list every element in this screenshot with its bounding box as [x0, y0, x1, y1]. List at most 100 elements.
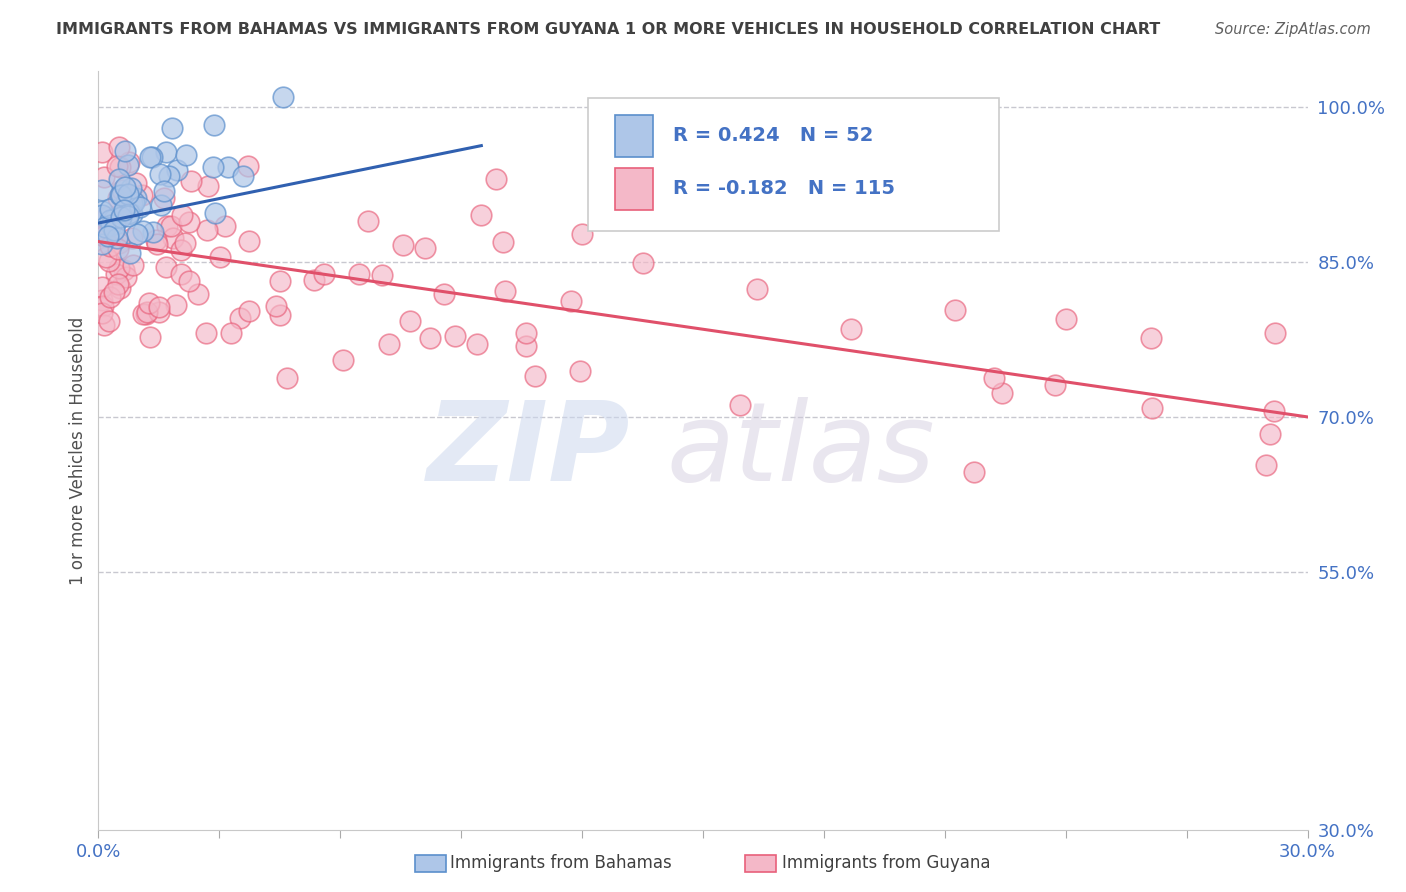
Point	[108, 260, 131, 275]
Point	[157, 169, 180, 184]
Point	[943, 303, 966, 318]
Point	[155, 219, 177, 233]
Point	[217, 160, 239, 174]
Point	[98, 239, 121, 253]
Point	[120, 190, 142, 204]
Point	[465, 337, 488, 351]
Point	[149, 198, 172, 212]
Point	[304, 273, 326, 287]
Point	[155, 145, 177, 159]
Point	[93, 318, 115, 332]
Point	[152, 184, 174, 198]
Point	[132, 224, 155, 238]
Point	[443, 329, 465, 343]
Point	[155, 260, 177, 275]
Point	[378, 337, 401, 351]
Point	[98, 213, 121, 227]
Point	[142, 225, 165, 239]
Point	[103, 223, 125, 237]
Point	[98, 254, 121, 268]
Point	[492, 235, 515, 249]
Text: Source: ZipAtlas.com: Source: ZipAtlas.com	[1215, 22, 1371, 37]
Point	[107, 277, 129, 292]
Text: IMMIGRANTS FROM BAHAMAS VS IMMIGRANTS FROM GUYANA 1 OR MORE VEHICLES IN HOUSEHOL: IMMIGRANTS FROM BAHAMAS VS IMMIGRANTS FR…	[56, 22, 1160, 37]
Point	[121, 231, 143, 245]
Point	[172, 208, 194, 222]
Point	[228, 310, 250, 325]
Point	[176, 148, 198, 162]
Point	[105, 231, 128, 245]
Text: R = 0.424   N = 52: R = 0.424 N = 52	[672, 127, 873, 145]
Point	[276, 370, 298, 384]
Point	[108, 140, 131, 154]
Bar	[614, 115, 654, 157]
Point	[208, 251, 231, 265]
Point	[413, 241, 436, 255]
Point	[173, 236, 195, 251]
Point	[91, 237, 114, 252]
Point	[91, 145, 114, 160]
Point	[264, 299, 287, 313]
Y-axis label: 1 or more Vehicles in Household: 1 or more Vehicles in Household	[69, 317, 87, 584]
Point	[138, 296, 160, 310]
Point	[839, 322, 862, 336]
Point	[97, 228, 120, 243]
Point	[91, 227, 114, 241]
Point	[983, 371, 1005, 385]
Point	[112, 263, 135, 277]
Point	[177, 274, 200, 288]
Point	[187, 286, 209, 301]
Point	[107, 191, 129, 205]
Point	[357, 214, 380, 228]
Point	[371, 268, 394, 282]
Point	[153, 192, 176, 206]
Point	[139, 150, 162, 164]
Point	[118, 206, 141, 220]
Point	[110, 207, 132, 221]
Point	[91, 228, 114, 243]
Point	[170, 243, 193, 257]
Point	[269, 308, 291, 322]
Point	[177, 214, 200, 228]
Point	[159, 219, 181, 234]
Point	[314, 267, 336, 281]
Point	[125, 176, 148, 190]
Point	[349, 267, 371, 281]
Point	[118, 246, 141, 260]
Point	[269, 274, 291, 288]
Point	[107, 235, 129, 250]
Point	[485, 172, 508, 186]
Point	[991, 385, 1014, 400]
Point	[105, 159, 128, 173]
Point	[128, 200, 150, 214]
Point	[131, 187, 153, 202]
Point	[103, 285, 125, 299]
Point	[105, 267, 128, 281]
Point	[122, 258, 145, 272]
Point	[160, 120, 183, 135]
Point	[91, 204, 114, 219]
Point	[1043, 378, 1066, 392]
Point	[141, 150, 163, 164]
Point	[108, 281, 131, 295]
Point	[571, 227, 593, 241]
Point	[204, 206, 226, 220]
Point	[135, 307, 157, 321]
Point	[560, 293, 582, 308]
Point	[107, 242, 129, 256]
Point	[148, 305, 170, 319]
Point	[745, 282, 768, 296]
Point	[91, 208, 114, 222]
Point	[162, 231, 184, 245]
Text: Immigrants from Guyana: Immigrants from Guyana	[782, 855, 990, 872]
Point	[100, 218, 122, 232]
Point	[94, 250, 117, 264]
Point	[1140, 331, 1163, 345]
Point	[103, 211, 125, 226]
Point	[91, 299, 114, 313]
Point	[120, 180, 142, 194]
Point	[238, 304, 260, 318]
Point	[201, 160, 224, 174]
Point	[91, 280, 114, 294]
Point	[110, 188, 132, 202]
